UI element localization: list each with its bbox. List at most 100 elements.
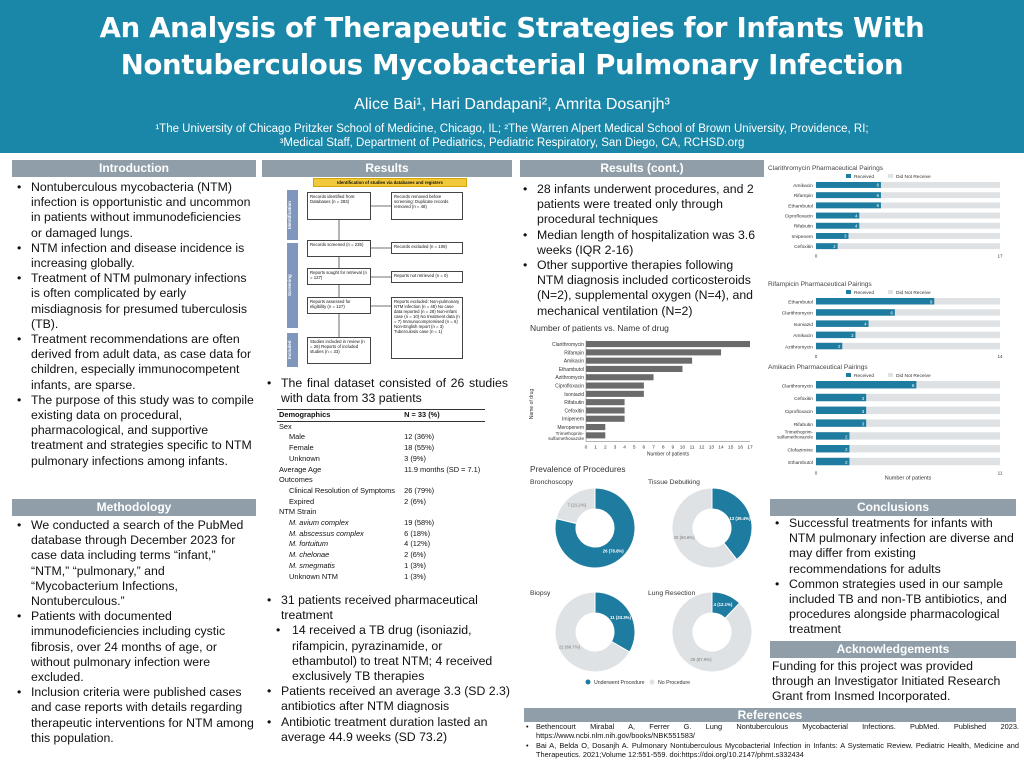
pairing-bar-bg: [816, 202, 1000, 209]
pairing-bar: [816, 233, 849, 239]
pie-slice-underwent: [554, 487, 636, 569]
pairing-value-label: 9: [930, 299, 933, 304]
pairing-bar: [816, 331, 856, 339]
pairing-bar: [816, 432, 850, 440]
legend-no-procedure: No Procedure: [658, 680, 690, 686]
pairing-bar-bg: [816, 445, 1000, 453]
prisma-flowchart: Identification of studies via databases …: [285, 178, 467, 368]
results-cont-item: Other supportive therapies following NTM…: [520, 258, 760, 319]
demographics-row: Average Age 11.9 months (SD = 7.1): [277, 465, 485, 476]
demographics-row: Sex: [277, 421, 485, 432]
drug-bar: [586, 341, 750, 348]
pairing-bar: [816, 393, 867, 402]
legend-received: Received: [854, 373, 874, 379]
pairing-charts: Clarithromycin Pharmaceutical Pairings Re…: [768, 165, 1003, 482]
drug-bar: [586, 415, 625, 422]
pairing-tick-label: Ciprofloxacin: [785, 214, 814, 220]
methodology-list: We conducted a search of the PubMed data…: [14, 518, 254, 746]
pairing-bar-bg: [816, 192, 1000, 199]
pairing-bar: [816, 381, 917, 389]
drug-x-tick: 15: [728, 445, 734, 451]
pairing-value-label: 2: [833, 244, 836, 249]
pairing-bar-bg: [816, 393, 1000, 402]
demographics-row: Clinical Resolution of Symptoms 26 (79%): [277, 486, 485, 497]
introduction-item: NTM infection and disease incidence is i…: [14, 241, 254, 271]
pairing-bar-bg: [816, 406, 1000, 415]
authors: Alice Bai¹, Hari Dandapani², Amrita Dosa…: [354, 96, 670, 113]
demographics-body: Sex Male 12 (36%) Female 18 (55%) Unknown 3 (9…: [277, 421, 485, 582]
demographics-label: M. avium complex: [289, 518, 349, 528]
pairing-value-label: 6: [877, 183, 880, 188]
pairing-x-tick-max: 17: [997, 253, 1003, 258]
pairing-x-tick-max: 14: [997, 354, 1003, 359]
references-header: References: [524, 708, 1016, 722]
conclusions-text: Successful treatments for infants with N…: [772, 516, 1016, 638]
pairing-bar: [816, 342, 843, 350]
pairing-tick-label: Cefoxitin: [794, 396, 813, 402]
pairing-value-label: 4: [864, 322, 867, 327]
demographics-label: M. fortuitum: [289, 539, 329, 549]
demographics-row: M. abscessus complex 6 (18%): [277, 529, 485, 540]
pairing-bar: [816, 309, 895, 316]
drug-x-tick: 4: [623, 445, 626, 451]
demographics-row: Expired 2 (6%): [277, 497, 485, 508]
pairing-bar: [816, 212, 860, 219]
pie-chart-name: Lung Resection: [648, 590, 695, 597]
methodology-text: We conducted a search of the PubMed data…: [14, 518, 254, 746]
drug-tick-label: Imipenem: [562, 417, 584, 423]
drug-bar: [586, 432, 606, 439]
demographics-value: 12 (36%): [404, 432, 435, 442]
pairing-tick-label: Clarithromycin: [782, 311, 814, 317]
pairing-x-tick-min: 0: [815, 471, 818, 476]
drug-bar: [586, 399, 625, 406]
introduction-list: Nontuberculous mycobacteria (NTM) infect…: [14, 180, 254, 469]
pairing-value-label: 6: [891, 310, 894, 315]
results-cont-item: Median length of hospitalization was 3.6…: [520, 228, 760, 258]
pairing-value-label: 3: [851, 333, 854, 338]
drug-x-tick: 13: [709, 445, 715, 451]
affiliations: ¹The University of Chicago Pritzker Scho…: [0, 122, 1024, 150]
pairing-tick-label: Rifampin: [794, 193, 814, 199]
demographics-value: 18 (55%): [404, 443, 435, 453]
pairing-tick-label: Rifabutin: [794, 422, 814, 428]
flow-records-removed: Records removed before screening: Duplic…: [391, 192, 463, 220]
conclusions-header: Conclusions: [770, 499, 1016, 516]
methodology-item: Patients with documented immunodeficienc…: [14, 609, 254, 685]
pharm-item-3: Antibiotic treatment duration lasted an …: [264, 715, 510, 745]
pairing-tick-label: Ciprofloxacin: [785, 409, 814, 415]
results-cont-text: 28 infants underwent procedures, and 2 p…: [520, 182, 760, 319]
pairing-bar: [816, 406, 867, 415]
legend-received-swatch: [846, 290, 851, 294]
pairing-x-tick-min: 0: [815, 253, 818, 258]
introduction-header: Introduction: [12, 160, 256, 177]
legend-underwent: Underwent Procedure: [594, 680, 645, 686]
pairing-chart-title: Amikacin Pharmaceutical Pairings: [768, 364, 868, 371]
pharm-sub-item: 14 received a TB drug (isoniazid, rifamp…: [264, 623, 510, 684]
pairing-tick-label: Clofazimine: [787, 447, 813, 453]
pie-chart-name: Bronchoscopy: [530, 479, 574, 486]
drug-bar: [586, 357, 693, 364]
reference-item: Bai A, Belda O, Dosanjh A. Pulmonary Non…: [524, 741, 1019, 760]
legend-did-not-receive: Did Not Receive: [896, 373, 931, 379]
pairing-bar-bg: [816, 309, 1000, 316]
demographics-label: NTM Strain: [279, 507, 317, 517]
demographics-label: Clinical Resolution of Symptoms: [289, 485, 395, 495]
pairing-tick-label: Isoniazid: [794, 322, 814, 328]
pie-slice-no-procedure: [555, 487, 596, 525]
reference-item: Bethencourt Mirabal A, Ferrer G. Lung No…: [524, 722, 1019, 741]
demographics-row: M. smegmatis 1 (3%): [277, 561, 485, 572]
demographics-table: Demographics N = 33 (%) Sex Male 12 (36%) F…: [277, 409, 485, 582]
pairing-bar: [816, 320, 869, 327]
demographics-label: Outcomes: [279, 475, 313, 485]
pairing-value-label: 6: [877, 203, 880, 208]
procedures-pie-charts: Prevalence of Procedures Bronchoscopy 26 (…: [530, 464, 753, 686]
pharm-item-2: Patients received an average 3.3 (SD 2.3…: [264, 684, 510, 714]
pairing-tick-label: Amikacin: [793, 333, 813, 339]
pairing-bar: [816, 457, 850, 466]
pairing-tick-label: Rifabutin: [794, 224, 814, 230]
drug-x-tick: 1: [594, 445, 597, 451]
demographics-label: Sex: [279, 421, 292, 431]
procedures-title: Prevalence of Procedures: [530, 464, 625, 474]
demographics-value: 2 (6%): [404, 496, 426, 506]
demographics-row: Unknown NTM 1 (3%): [277, 572, 485, 583]
